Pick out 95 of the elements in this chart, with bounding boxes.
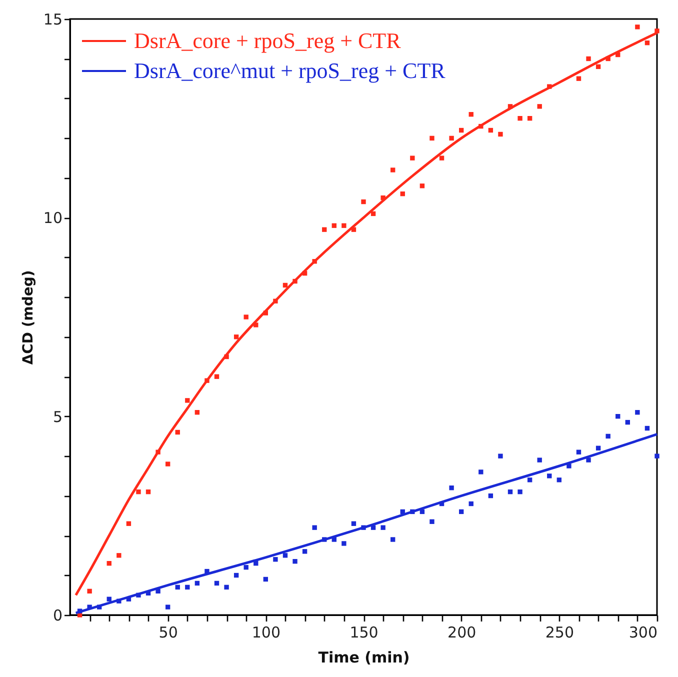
- point: [390, 168, 396, 172]
- point: [351, 521, 356, 526]
- point: [458, 128, 464, 133]
- point: [449, 486, 454, 490]
- point: [644, 40, 650, 46]
- y-tick-label: 0: [52, 606, 62, 624]
- point: [390, 537, 396, 542]
- point: [312, 525, 317, 530]
- x-tick-label: 150: [350, 624, 378, 642]
- point: [194, 580, 200, 586]
- point: [87, 588, 92, 594]
- y-tick-label: 15: [43, 10, 62, 28]
- point: [332, 223, 336, 228]
- point: [606, 434, 610, 439]
- x-tick-label: 100: [252, 624, 280, 642]
- y-tick-label: 5: [52, 408, 62, 426]
- point: [302, 549, 308, 554]
- point: [185, 584, 190, 590]
- point: [537, 458, 542, 462]
- point: [244, 314, 248, 320]
- point: [518, 116, 522, 121]
- point: [224, 584, 229, 590]
- point: [273, 557, 278, 562]
- point: [478, 470, 484, 474]
- point: [234, 334, 239, 340]
- point: [644, 426, 650, 431]
- point: [468, 112, 474, 117]
- y-axis-title: ΔCD (mdeg): [20, 270, 36, 365]
- point: [263, 576, 268, 582]
- point: [361, 199, 366, 204]
- point: [596, 446, 601, 450]
- point: [518, 489, 522, 494]
- x-tick-label: 50: [158, 624, 178, 642]
- point: [175, 584, 180, 590]
- point: [468, 501, 474, 506]
- point: [244, 564, 248, 570]
- legend-label: DsrA_core + rpoS_reg + CTR: [134, 28, 402, 53]
- point: [194, 410, 200, 415]
- point: [498, 132, 503, 137]
- point: [439, 156, 444, 160]
- x-tick-label: 200: [448, 624, 476, 642]
- point: [508, 489, 513, 494]
- point: [106, 561, 112, 566]
- point: [449, 136, 454, 141]
- point: [400, 191, 405, 196]
- point: [175, 430, 180, 435]
- point: [106, 596, 112, 602]
- point: [214, 374, 220, 379]
- point: [586, 56, 591, 62]
- x-axis-title: Time (min): [318, 648, 410, 666]
- point: [488, 493, 494, 498]
- point: [537, 104, 542, 109]
- point: [126, 521, 132, 526]
- line-series: [74, 432, 658, 614]
- point: [380, 525, 386, 530]
- x-tick-label: 300: [628, 624, 658, 642]
- x-tick-label: 250: [545, 624, 574, 642]
- point: [282, 553, 288, 558]
- point: [342, 541, 346, 546]
- point: [566, 464, 572, 468]
- point: [234, 572, 239, 578]
- point: [527, 478, 532, 482]
- point: [292, 559, 298, 564]
- point: [488, 128, 494, 133]
- point: [116, 553, 122, 558]
- point: [430, 519, 434, 524]
- point: [596, 64, 601, 70]
- point: [654, 28, 660, 34]
- point: [156, 588, 160, 594]
- point: [586, 458, 591, 462]
- point: [146, 489, 151, 494]
- y-tick-label: 10: [43, 209, 62, 228]
- point: [420, 184, 425, 188]
- point: [625, 420, 630, 425]
- point: [527, 116, 532, 121]
- point: [410, 156, 415, 160]
- point: [136, 489, 141, 494]
- point: [214, 580, 220, 586]
- point: [635, 410, 640, 415]
- point: [576, 76, 582, 81]
- point: [165, 462, 170, 466]
- point: [654, 454, 660, 458]
- point: [547, 474, 552, 478]
- legend-label: DsrA_core^mut + rpoS_reg + CTR: [134, 58, 446, 83]
- point: [576, 450, 582, 454]
- point: [616, 414, 620, 419]
- point: [635, 24, 640, 30]
- point: [430, 136, 434, 141]
- point: [342, 223, 346, 228]
- point: [498, 454, 503, 458]
- point: [556, 478, 562, 482]
- point: [458, 509, 464, 514]
- point: [165, 604, 170, 610]
- point: [185, 398, 190, 403]
- point: [322, 227, 327, 232]
